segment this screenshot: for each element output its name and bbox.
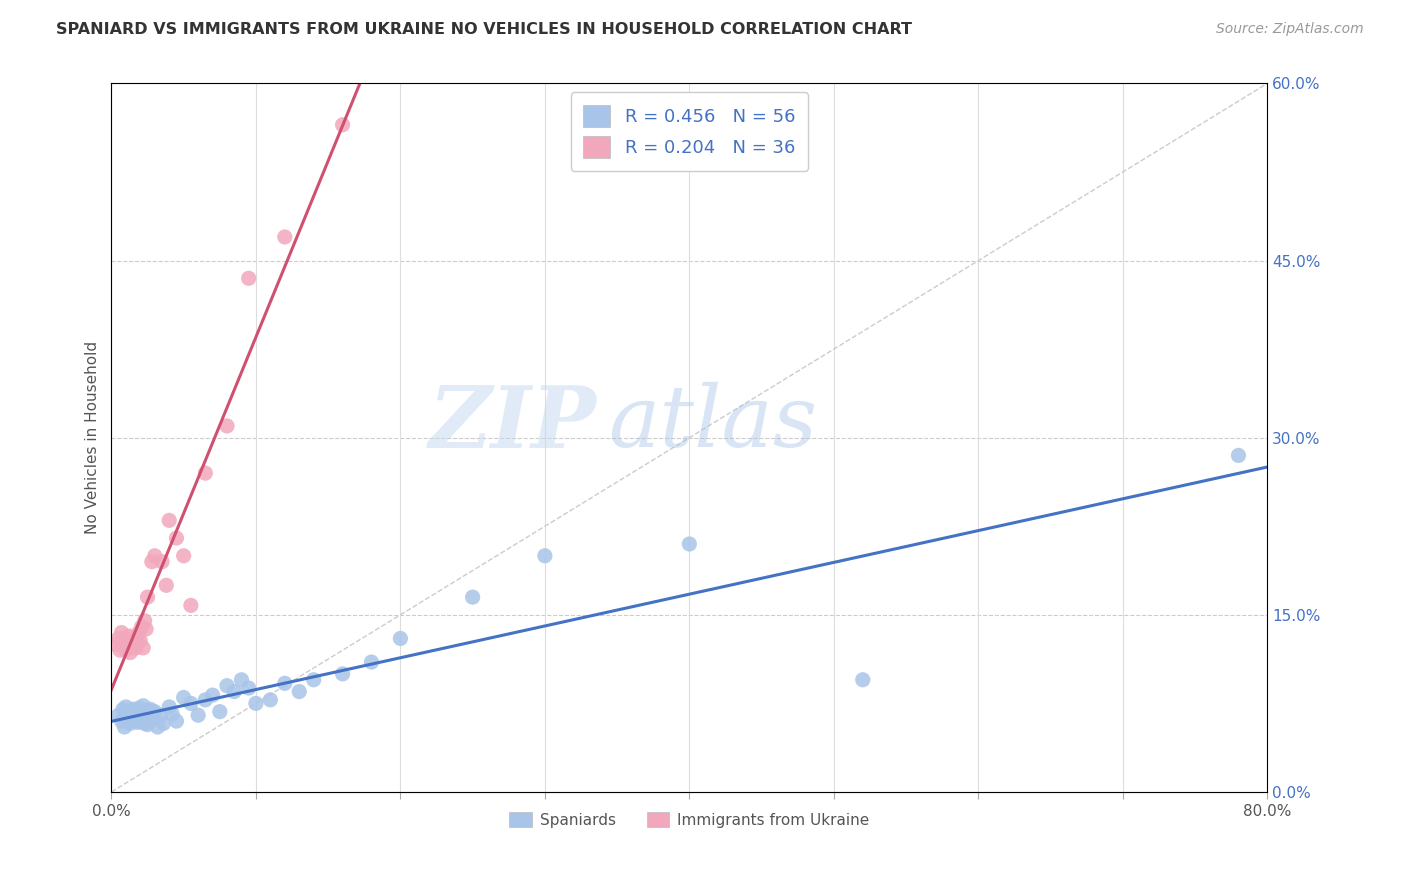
Point xyxy=(117,712,139,726)
Point xyxy=(534,549,557,563)
Point xyxy=(208,705,231,719)
Point xyxy=(143,705,166,719)
Point xyxy=(122,702,145,716)
Point xyxy=(389,632,412,646)
Point xyxy=(141,712,163,726)
Point xyxy=(201,688,224,702)
Point xyxy=(231,673,253,687)
Point xyxy=(173,549,195,563)
Point xyxy=(134,716,156,731)
Point xyxy=(461,590,484,604)
Point xyxy=(125,706,148,721)
Text: Source: ZipAtlas.com: Source: ZipAtlas.com xyxy=(1216,22,1364,37)
Text: atlas: atlas xyxy=(609,382,817,465)
Point xyxy=(1227,449,1250,463)
Point xyxy=(108,643,131,657)
Point xyxy=(149,708,172,723)
Point xyxy=(125,640,148,655)
Point xyxy=(112,720,135,734)
Y-axis label: No Vehicles in Household: No Vehicles in Household xyxy=(86,341,100,534)
Point xyxy=(852,673,875,687)
Point xyxy=(132,698,155,713)
Text: ZIP: ZIP xyxy=(429,382,598,466)
Point xyxy=(238,271,260,285)
Point xyxy=(117,637,139,651)
Point xyxy=(180,697,202,711)
Point xyxy=(111,637,134,651)
Point xyxy=(127,715,149,730)
Point xyxy=(259,693,281,707)
Point xyxy=(131,620,153,634)
Point xyxy=(332,666,354,681)
Point xyxy=(136,590,159,604)
Point xyxy=(224,684,246,698)
Point xyxy=(134,614,156,628)
Point xyxy=(129,714,152,728)
Point xyxy=(129,633,152,648)
Point xyxy=(173,690,195,705)
Point xyxy=(120,646,142,660)
Point xyxy=(115,708,138,723)
Point xyxy=(194,466,217,480)
Point xyxy=(165,531,187,545)
Point xyxy=(121,635,143,649)
Point xyxy=(157,700,180,714)
Point xyxy=(141,555,163,569)
Point xyxy=(132,640,155,655)
Point xyxy=(245,697,267,711)
Point xyxy=(146,720,169,734)
Point xyxy=(136,704,159,718)
Point xyxy=(122,639,145,653)
Point xyxy=(124,710,146,724)
Point xyxy=(160,706,183,721)
Point xyxy=(678,537,700,551)
Point xyxy=(215,679,238,693)
Legend: Spaniards, Immigrants from Ukraine: Spaniards, Immigrants from Ukraine xyxy=(503,805,876,834)
Point xyxy=(104,637,127,651)
Point xyxy=(128,701,150,715)
Point xyxy=(121,709,143,723)
Point xyxy=(135,622,157,636)
Point xyxy=(288,684,311,698)
Point xyxy=(274,230,297,244)
Point xyxy=(118,705,141,719)
Point xyxy=(187,708,209,723)
Point xyxy=(112,632,135,646)
Point xyxy=(124,632,146,646)
Point xyxy=(115,700,138,714)
Point xyxy=(120,716,142,731)
Point xyxy=(194,693,217,707)
Point xyxy=(135,710,157,724)
Point xyxy=(115,643,138,657)
Point xyxy=(111,702,134,716)
Point xyxy=(131,708,153,723)
Point xyxy=(274,676,297,690)
Point xyxy=(115,633,138,648)
Point xyxy=(107,632,129,646)
Point xyxy=(127,633,149,648)
Point xyxy=(165,714,187,728)
Point xyxy=(110,714,132,728)
Point xyxy=(139,702,162,716)
Point xyxy=(302,673,325,687)
Point xyxy=(110,625,132,640)
Point xyxy=(360,655,382,669)
Point xyxy=(128,625,150,640)
Point xyxy=(138,709,160,723)
Point xyxy=(152,716,174,731)
Point xyxy=(155,578,177,592)
Point xyxy=(136,717,159,731)
Point xyxy=(118,629,141,643)
Point xyxy=(332,118,354,132)
Point xyxy=(180,599,202,613)
Point xyxy=(107,708,129,723)
Point xyxy=(215,418,238,433)
Text: SPANIARD VS IMMIGRANTS FROM UKRAINE NO VEHICLES IN HOUSEHOLD CORRELATION CHART: SPANIARD VS IMMIGRANTS FROM UKRAINE NO V… xyxy=(56,22,912,37)
Point xyxy=(150,555,173,569)
Point xyxy=(143,549,166,563)
Point xyxy=(157,513,180,527)
Point xyxy=(129,706,152,720)
Point xyxy=(238,681,260,695)
